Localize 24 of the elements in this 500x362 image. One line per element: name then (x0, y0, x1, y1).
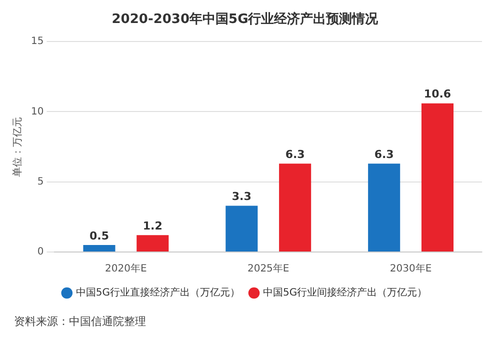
x-tick-label: 2030年E (390, 262, 432, 275)
text: 资料来源：中国信通院整理 (14, 314, 147, 329)
bar (368, 164, 400, 252)
y-tick-label: 10 (30, 106, 44, 118)
bar (421, 103, 454, 252)
bar (83, 244, 116, 252)
data-label: 6.3 (374, 148, 394, 161)
legend-label: 中国5G行业直接经济产出（万亿元） (76, 286, 240, 299)
data-label: 10.6 (424, 88, 452, 101)
bar (136, 235, 169, 252)
chart-title: 2020-2030年中国5G行业经济产出预测情况 (112, 11, 380, 28)
data-label: 1.2 (142, 220, 162, 233)
data-label: 0.5 (89, 229, 109, 242)
y-tick-label: 5 (37, 176, 44, 188)
x-tick-label: 2025年E (247, 262, 290, 275)
legend-label: 中国5G行业间接经济产出（万亿元） (263, 286, 428, 299)
y-axis-title: 单位：万亿元 (12, 116, 24, 177)
x-tick-label: 2020年E (105, 262, 147, 275)
y-tick-label: 15 (30, 36, 44, 48)
bar (226, 206, 258, 252)
data-label: 6.3 (285, 148, 305, 161)
y-tick-label: 0 (37, 246, 44, 258)
data-label: 3.3 (232, 190, 252, 204)
bar (279, 164, 312, 252)
